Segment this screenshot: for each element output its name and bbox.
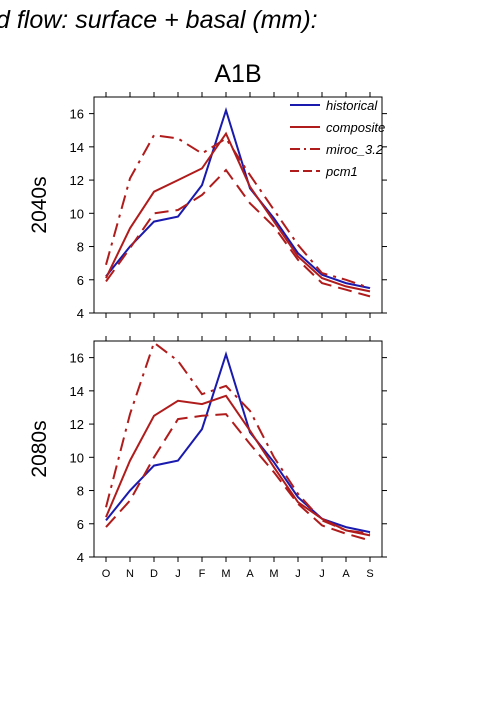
x-tick-label: M bbox=[221, 568, 230, 580]
legend-label: pcm1 bbox=[325, 164, 358, 179]
x-tick-label: J bbox=[295, 568, 301, 580]
series-line-historical bbox=[105, 350, 371, 534]
panel-label: 2080s bbox=[28, 420, 51, 477]
plot-frame bbox=[93, 340, 383, 558]
series-line-miroc-3-2 bbox=[105, 134, 371, 290]
series-line-composite bbox=[105, 394, 371, 537]
y-tick-label: 10 bbox=[70, 206, 84, 221]
y-tick-label: 16 bbox=[70, 351, 84, 366]
legend-label: historical bbox=[326, 98, 378, 113]
y-tick-label: 12 bbox=[70, 417, 84, 432]
y-tick-label: 14 bbox=[70, 384, 84, 399]
x-tick-label: D bbox=[150, 568, 158, 580]
y-tick-label: 14 bbox=[70, 140, 84, 155]
x-tick-label: S bbox=[366, 568, 373, 580]
x-tick-label: O bbox=[102, 568, 111, 580]
x-tick-label: A bbox=[246, 568, 254, 580]
series-line-pcm1 bbox=[105, 168, 371, 298]
y-tick-label: 6 bbox=[77, 273, 84, 288]
legend: historical composite miroc_3.2 pcm1 bbox=[290, 98, 385, 179]
figure-title: d flow: surface + basal (mm): bbox=[0, 6, 318, 34]
plot-frame bbox=[93, 96, 383, 314]
legend-label: miroc_3.2 bbox=[326, 142, 384, 157]
legend-label: composite bbox=[326, 120, 385, 135]
x-tick-label: N bbox=[126, 568, 134, 580]
x-tick-label: J bbox=[175, 568, 181, 580]
x-tick-label: F bbox=[199, 568, 206, 580]
y-tick-label: 16 bbox=[70, 107, 84, 122]
y-tick-label: 8 bbox=[77, 484, 84, 499]
series-line-pcm1 bbox=[105, 413, 371, 542]
y-tick-label: 12 bbox=[70, 173, 84, 188]
x-tick-label: M bbox=[269, 568, 278, 580]
panel-label: 2040s bbox=[28, 176, 51, 233]
y-tick-label: 8 bbox=[77, 240, 84, 255]
x-tick-label: J bbox=[319, 568, 325, 580]
y-tick-label: 4 bbox=[77, 306, 84, 321]
y-tick-label: 10 bbox=[70, 450, 84, 465]
y-tick-label: 4 bbox=[77, 550, 84, 565]
series-line-composite bbox=[105, 131, 371, 293]
series-line-miroc-3-2 bbox=[105, 341, 371, 535]
series-line-historical bbox=[105, 106, 371, 290]
chart-panels: 4 6 8 10 12 14 16 2040s historical composite miroc… bbox=[28, 92, 387, 580]
y-tick-label: 6 bbox=[77, 517, 84, 532]
chart-panel-2080s: 4 6 8 10 12 14 16 O N D J F M A M J J A S 2080s bbox=[28, 336, 387, 580]
x-tick-label: A bbox=[342, 568, 350, 580]
scenario-title: A1B bbox=[214, 60, 261, 88]
chart-panel-2040s: 4 6 8 10 12 14 16 2040s historical composite miroc… bbox=[28, 92, 387, 321]
